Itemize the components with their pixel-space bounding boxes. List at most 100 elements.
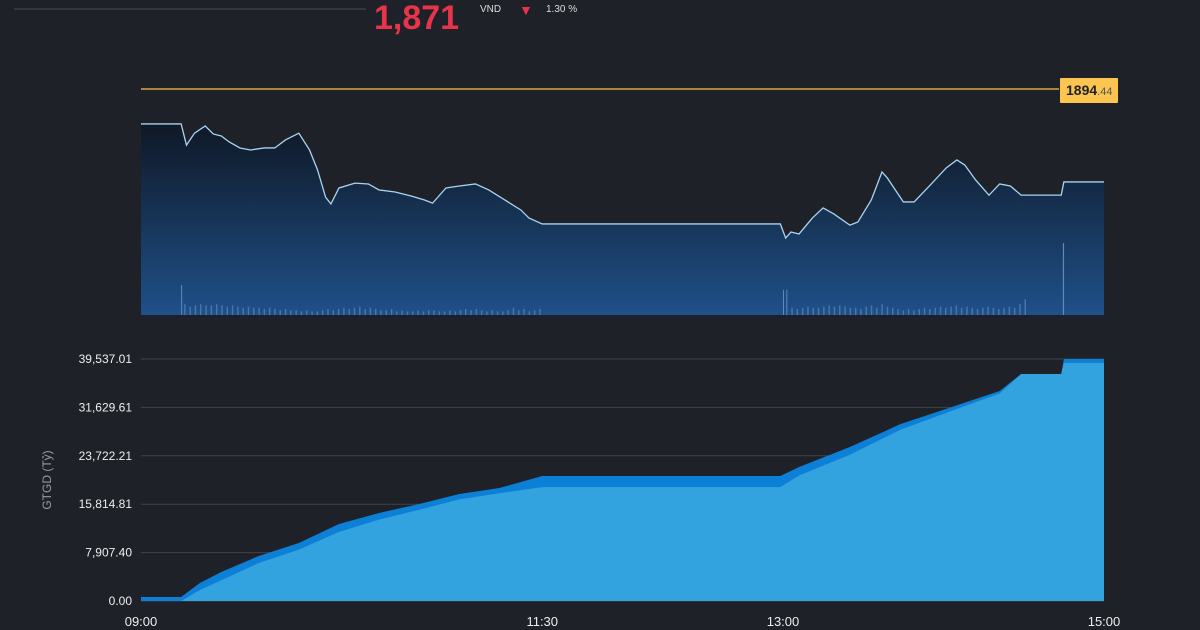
volume-bar bbox=[449, 310, 451, 315]
x-tick-label: 13:00 bbox=[767, 614, 800, 629]
volume-bar bbox=[263, 309, 266, 315]
volume-bar bbox=[1013, 307, 1016, 315]
y-tick-label: 31,629.61 bbox=[79, 400, 133, 414]
x-tick-label: 09:00 bbox=[125, 614, 158, 629]
volume-bar bbox=[849, 307, 852, 315]
currency-unit: VND bbox=[480, 4, 502, 15]
header-divider bbox=[14, 8, 366, 10]
volume-bar bbox=[226, 306, 229, 315]
price-chart bbox=[141, 88, 1104, 316]
volume-bar bbox=[486, 311, 488, 315]
volume-bar bbox=[348, 309, 350, 315]
volume-bar bbox=[412, 311, 414, 315]
x-tick-label: 11:30 bbox=[526, 614, 558, 629]
volume-bar bbox=[892, 307, 894, 315]
volume-bar bbox=[860, 309, 862, 315]
y-tick-label: 0.00 bbox=[109, 594, 133, 608]
volume-bar bbox=[332, 310, 335, 315]
change-percent: 1.30 % bbox=[546, 4, 578, 15]
volume-bar bbox=[380, 310, 382, 315]
volume-bar bbox=[844, 306, 846, 315]
volume-bar bbox=[268, 307, 271, 315]
volume-bar bbox=[390, 309, 393, 315]
volume-bar bbox=[316, 311, 319, 315]
value-chart: 0.00 7,907.40 15,814.81 23,722.21 31,629.61 3… bbox=[40, 352, 1120, 629]
volume-bar bbox=[812, 307, 814, 315]
price-area bbox=[141, 123, 1104, 316]
volume-spike bbox=[181, 285, 183, 315]
volume-bar bbox=[290, 310, 292, 315]
volume-bar bbox=[231, 305, 234, 315]
volume-bar bbox=[401, 310, 403, 315]
volume-bar bbox=[454, 311, 456, 315]
volume-bar bbox=[823, 306, 825, 315]
volume-bar bbox=[279, 310, 282, 315]
volume-bar bbox=[902, 310, 905, 315]
volume-bar bbox=[258, 307, 260, 315]
volume-bar bbox=[934, 307, 936, 315]
y-tick-label: 15,814.81 bbox=[79, 497, 133, 511]
volume-bar bbox=[955, 305, 958, 315]
volume-bar bbox=[274, 309, 276, 315]
volume-bar bbox=[242, 307, 244, 315]
volume-bar bbox=[194, 305, 197, 315]
volume-bar bbox=[518, 310, 520, 315]
volume-bar bbox=[828, 305, 830, 315]
volume-bar bbox=[321, 310, 324, 315]
volume-bar bbox=[923, 307, 926, 315]
volume-bar bbox=[539, 309, 541, 315]
volume-bar bbox=[215, 304, 218, 315]
volume-bar bbox=[327, 309, 329, 315]
volume-bar bbox=[907, 309, 910, 315]
volume-bar bbox=[865, 306, 867, 315]
volume-bar bbox=[1019, 304, 1021, 315]
reference-decimal: .44 bbox=[1097, 86, 1113, 98]
y-tick-label: 23,722.21 bbox=[79, 449, 133, 463]
volume-bar bbox=[353, 307, 356, 315]
volume-spike bbox=[783, 289, 784, 315]
volume-bar bbox=[982, 307, 984, 315]
volume-bar bbox=[475, 309, 478, 315]
volume-bar bbox=[364, 309, 366, 315]
volume-bar bbox=[396, 311, 398, 315]
volume-bar bbox=[184, 304, 186, 315]
volume-bar bbox=[897, 309, 899, 315]
volume-bar bbox=[998, 309, 1000, 315]
volume-bar bbox=[284, 309, 287, 315]
y-axis-label: GTGD (Tỷ) bbox=[40, 450, 54, 509]
volume-bar bbox=[1024, 299, 1026, 315]
volume-bar bbox=[976, 309, 979, 315]
volume-bar bbox=[337, 309, 340, 315]
volume-bar bbox=[833, 306, 836, 315]
price-line bbox=[141, 123, 1104, 240]
volume-bar bbox=[189, 306, 191, 315]
volume-bar bbox=[311, 311, 313, 315]
volume-bar bbox=[939, 306, 942, 315]
volume-bar bbox=[465, 309, 467, 315]
volume-bar bbox=[443, 311, 446, 315]
volume-bar bbox=[801, 307, 804, 315]
volume-bar bbox=[1003, 307, 1005, 315]
volume-bar bbox=[295, 310, 297, 315]
volume-bar bbox=[533, 310, 536, 315]
volume-bar bbox=[886, 306, 889, 315]
volume-bar bbox=[950, 306, 952, 315]
volume-bar bbox=[427, 310, 430, 315]
volume-bar bbox=[200, 304, 202, 315]
volume-bar bbox=[221, 305, 223, 315]
volume-bar bbox=[406, 311, 409, 315]
volume-bar bbox=[205, 305, 207, 315]
index-value: 1,871 bbox=[374, 0, 460, 37]
y-tick-label: 7,907.40 bbox=[85, 546, 132, 560]
volume-bar bbox=[971, 307, 973, 315]
reference-int: 1894 bbox=[1066, 82, 1098, 98]
reference-price-badge: 1894.44 bbox=[1059, 77, 1120, 104]
volume-bar bbox=[422, 311, 425, 315]
volume-bar bbox=[343, 307, 345, 315]
volume-bar bbox=[817, 307, 820, 315]
volume-bar bbox=[987, 306, 989, 315]
volume-bar bbox=[502, 311, 504, 315]
volume-bar bbox=[839, 305, 841, 315]
volume-bar bbox=[491, 310, 494, 315]
volume-bar bbox=[512, 307, 515, 315]
